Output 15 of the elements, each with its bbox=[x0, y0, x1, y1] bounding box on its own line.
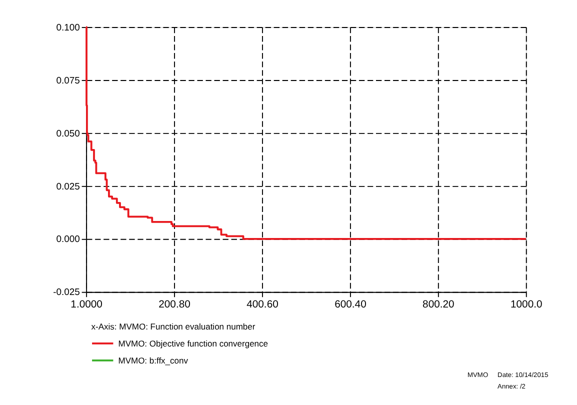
legend-label: MVMO: b:ffx_conv bbox=[118, 355, 189, 366]
y-tick-label: 0.050 bbox=[56, 128, 80, 140]
x-tick-label: 200.80 bbox=[158, 299, 191, 310]
y-tick-label: -0.025 bbox=[53, 287, 80, 298]
x-tick-label: 1.0000 bbox=[70, 299, 103, 310]
y-tick-label: 0.100 bbox=[56, 22, 80, 34]
y-tick-label: 0.025 bbox=[56, 181, 80, 192]
y-tick-label: 0.000 bbox=[56, 234, 80, 246]
legend-label: MVMO: Objective function convergence bbox=[118, 338, 268, 348]
y-tick-label: 0.075 bbox=[56, 75, 80, 86]
x-tick-label: 1000.0 bbox=[510, 299, 543, 310]
x-axis-title: x-Axis: MVMO: Function evaluation number bbox=[91, 321, 256, 332]
x-tick-label: 800.20 bbox=[422, 299, 455, 310]
x-tick-label: 600.40 bbox=[334, 299, 367, 310]
x-tick-label: 400.60 bbox=[246, 299, 279, 310]
